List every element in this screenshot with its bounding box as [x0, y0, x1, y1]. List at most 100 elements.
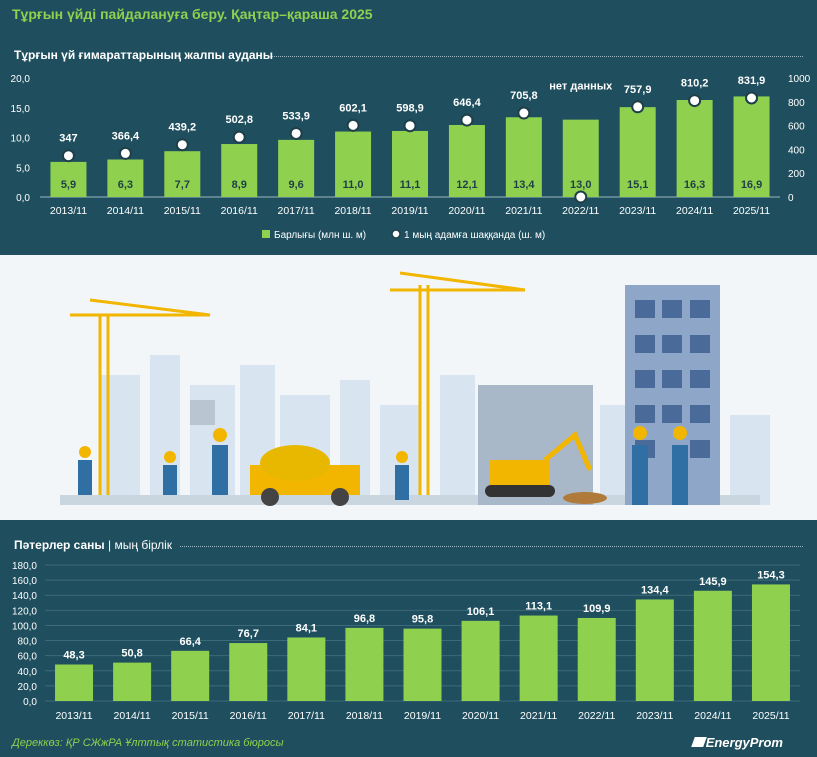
chart1-point [631, 100, 645, 114]
chart1-point [61, 149, 75, 163]
chart1-point [517, 106, 531, 120]
chart2-bar [635, 599, 674, 701]
chart1-point-label: 831,9 [738, 75, 766, 87]
chart1-bar [505, 117, 542, 197]
chart1-y2tick-label: 200 [788, 169, 805, 180]
chart1-point-label: 810,2 [681, 78, 709, 90]
chart2-xtick-label: 2014/11 [114, 710, 151, 722]
chart1-bar [619, 107, 656, 197]
crane-right-icon [390, 271, 526, 495]
chart2-bar [171, 650, 210, 701]
chart2-bar [113, 662, 152, 701]
chart1-xtick-label: 2019/11 [391, 205, 428, 217]
chart1-bar-label: 12,1 [456, 179, 477, 191]
chart2-bar-label: 154,3 [757, 569, 785, 581]
chart1-bar [733, 96, 770, 197]
chart1-bar-label: 13,0 [570, 179, 591, 191]
chart1-point [745, 91, 759, 105]
chart2-bar-label: 48,3 [63, 650, 84, 662]
chart1-xtick-label: 2013/11 [50, 205, 87, 217]
chart2-bar [577, 617, 616, 701]
chart1-y2tick-label: 1000 [788, 74, 811, 85]
chart2-bar [403, 628, 442, 701]
chart1-xtick-label: 2017/11 [278, 205, 315, 217]
chart2-xtick-label: 2018/11 [346, 710, 383, 722]
chart1-bar-label: 7,7 [175, 179, 190, 191]
chart1-xtick-label: 2022/11 [562, 205, 599, 217]
chart1-legend-point-label: 1 мың адамға шаққанда (ш. м) [404, 230, 545, 241]
chart2-ytick-label: 60,0 [18, 652, 38, 663]
chart1-title-rule [270, 56, 803, 57]
chart1-point [118, 146, 132, 160]
chart1-bar [107, 159, 144, 197]
chart2-bar [693, 590, 732, 701]
chart2-ytick-label: 20,0 [18, 682, 38, 693]
chart1-point-label: 439,2 [169, 122, 197, 134]
chart1-xtick-label: 2015/11 [164, 205, 201, 217]
chart1-ytick-label: 10,0 [11, 134, 31, 145]
chart1-bar [278, 139, 315, 197]
chart1-point-label: 705,8 [510, 90, 538, 102]
chart1-bar-label: 13,4 [513, 179, 535, 191]
workers-icon [78, 426, 688, 505]
chart2-bar [55, 664, 94, 701]
crane-left-icon [70, 298, 211, 495]
chart2-bar-label: 96,8 [354, 613, 375, 625]
chart1-bar-label: 5,9 [61, 179, 76, 191]
chart2-bar-label: 50,8 [121, 648, 142, 660]
chart1-ytick-label: 0,0 [16, 193, 30, 204]
chart1-bar [335, 131, 372, 197]
chart2-xtick-label: 2019/11 [404, 710, 441, 722]
chart1-y2tick-label: 400 [788, 145, 805, 156]
chart1-point-label: 646,4 [453, 97, 481, 109]
chart2-ytick-label: 120,0 [12, 606, 37, 617]
chart2-bar-label: 134,4 [641, 584, 669, 596]
construction-illustration [0, 255, 817, 520]
chart2-xtick-label: 2013/11 [55, 710, 92, 722]
chart1-y2tick-label: 800 [788, 98, 805, 109]
chart1-legend-bar-label: Барлығы (млн ш. м) [274, 230, 366, 241]
chart2-title-rule [180, 546, 803, 547]
chart1-y2tick-label: 600 [788, 122, 805, 133]
chart1-point [403, 119, 417, 133]
chart2-ytick-label: 160,0 [12, 576, 37, 587]
chart2-bar [287, 637, 326, 701]
chart1-xtick-label: 2018/11 [334, 205, 371, 217]
chart2-bar [751, 584, 790, 701]
chart1-bar-label: 16,3 [684, 179, 705, 191]
chart1-ytick-label: 5,0 [16, 163, 30, 174]
chart2-bar-label: 76,7 [238, 628, 259, 640]
chart2-unit: мың бірлік [114, 538, 173, 552]
chart1-point-label: 602,1 [339, 102, 367, 114]
chart2-bar-label: 66,4 [179, 636, 201, 648]
chart2-bar [229, 643, 268, 701]
chart1-point-label: 598,9 [396, 103, 424, 115]
chart2-xtick-label: 2024/11 [694, 710, 731, 722]
chart2-bar [345, 627, 384, 701]
brand-name: EnergyProm [705, 735, 783, 750]
page-title: Тұрғын үйді пайдалануға беру. Қаңтар–қар… [12, 6, 373, 22]
chart2-xtick-label: 2017/11 [288, 710, 325, 722]
chart2-bar-label: 84,1 [296, 622, 317, 634]
chart2-xtick-label: 2025/11 [752, 710, 789, 722]
chart1-point-label: 757,9 [624, 84, 652, 96]
chart1-xtick-label: 2023/11 [619, 205, 656, 217]
chart2-bar [519, 615, 558, 701]
chart1-bar [164, 151, 201, 197]
chart1-point [460, 113, 474, 127]
chart1-point [346, 118, 360, 132]
brand-logo-icon [691, 737, 707, 747]
chart2-ytick-label: 40,0 [18, 667, 38, 678]
chart2-xtick-label: 2020/11 [462, 710, 499, 722]
chart1-point-label: 366,4 [112, 130, 140, 142]
chart2-title-text: Пәтерлер саны [14, 538, 105, 552]
chart1-bar-label: 15,1 [627, 179, 648, 191]
chart1-xtick-label: 2021/11 [505, 205, 542, 217]
chart1-point-label: 533,9 [282, 110, 310, 122]
chart1-svg: 0,0 5,0 10,0 15,0 20,0 0 200 400 600 800 1000 5,9 20… [11, 74, 811, 241]
chart2-xtick-label: 2015/11 [172, 710, 209, 722]
chart2-ytick-label: 180,0 [12, 561, 37, 572]
chart2-bar-label: 95,8 [412, 614, 433, 626]
chart1-point [289, 126, 303, 140]
chart1-bar [221, 144, 258, 197]
